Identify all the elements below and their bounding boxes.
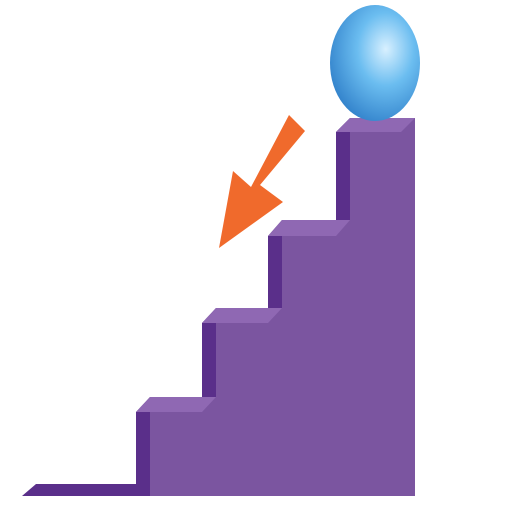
arrow-down-left-icon	[219, 115, 305, 248]
step-top-3	[268, 220, 350, 236]
ground-base	[22, 484, 150, 496]
step-top-2	[202, 308, 282, 323]
staircase-riser-shadows	[136, 118, 350, 496]
step-tops	[136, 118, 415, 412]
ball-icon	[330, 5, 420, 121]
step-top-4	[336, 118, 415, 132]
riser-shadow-1	[136, 397, 150, 496]
riser-shadow-2	[202, 308, 216, 398]
staircase	[150, 118, 415, 496]
riser-shadow-3	[268, 220, 282, 308]
riser-shadow-4	[336, 118, 350, 220]
step-top-1	[136, 397, 216, 412]
